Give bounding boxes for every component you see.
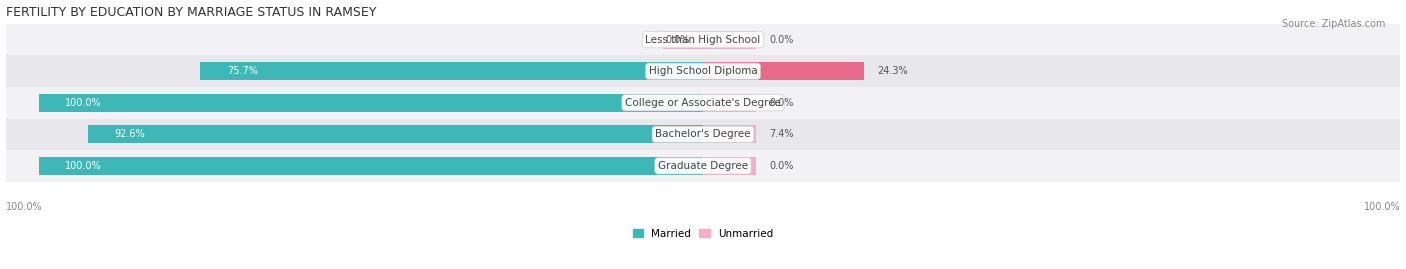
Bar (6, 150, 1400, 182)
Text: 92.6%: 92.6% (114, 129, 145, 139)
Text: 24.3%: 24.3% (877, 66, 908, 76)
Text: 0.0%: 0.0% (769, 35, 794, 45)
Bar (6, 24, 1400, 55)
Text: College or Associate's Degree: College or Associate's Degree (626, 98, 780, 108)
Text: Less than High School: Less than High School (645, 35, 761, 45)
Bar (39, 157, 703, 175)
Bar (703, 30, 756, 49)
Text: 7.4%: 7.4% (769, 129, 794, 139)
Bar (39, 94, 703, 112)
Text: 0.0%: 0.0% (665, 35, 690, 45)
Bar (200, 62, 703, 80)
Text: Bachelor's Degree: Bachelor's Degree (655, 129, 751, 139)
Bar (664, 30, 703, 49)
Legend: Married, Unmarried: Married, Unmarried (628, 224, 778, 243)
Text: 100.0%: 100.0% (65, 98, 103, 108)
Bar (703, 62, 865, 80)
Bar (6, 87, 1400, 119)
Text: 75.7%: 75.7% (226, 66, 257, 76)
Bar (703, 157, 756, 175)
Text: FERTILITY BY EDUCATION BY MARRIAGE STATUS IN RAMSEY: FERTILITY BY EDUCATION BY MARRIAGE STATU… (6, 6, 375, 19)
Bar (6, 55, 1400, 87)
Bar (703, 125, 756, 143)
Bar (703, 94, 756, 112)
Text: High School Diploma: High School Diploma (648, 66, 758, 76)
Text: Source: ZipAtlas.com: Source: ZipAtlas.com (1281, 19, 1385, 29)
Bar (6, 119, 1400, 150)
Text: 0.0%: 0.0% (769, 161, 794, 171)
Text: Graduate Degree: Graduate Degree (658, 161, 748, 171)
Bar (89, 125, 703, 143)
Text: 0.0%: 0.0% (769, 98, 794, 108)
Text: 100.0%: 100.0% (1364, 202, 1400, 212)
Text: 100.0%: 100.0% (6, 202, 42, 212)
Text: 100.0%: 100.0% (65, 161, 103, 171)
